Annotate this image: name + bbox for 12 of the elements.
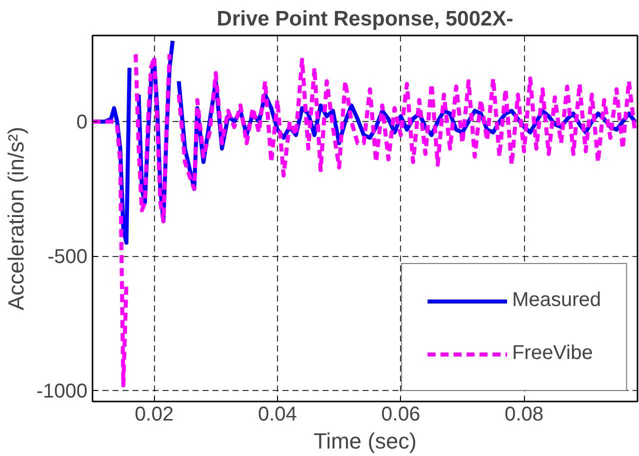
y-tick-label: -1000: [36, 380, 88, 403]
x-axis-title: Time (sec): [313, 428, 417, 454]
x-tick-label: 0.06: [381, 404, 420, 426]
x-tick-label: 0.02: [134, 404, 174, 426]
x-tick-label: 0.08: [504, 404, 544, 426]
x-tick-label: 0.04: [258, 404, 297, 426]
y-tick-label: 0: [76, 112, 88, 134]
chart-title: Drive Point Response, 5002X-: [216, 8, 514, 30]
y-tick-label: -500: [47, 246, 88, 268]
y-axis-title: Acceleration (in/s²): [3, 126, 28, 310]
legend-label: Measured: [512, 289, 601, 312]
legend-label: FreeVibe: [512, 342, 593, 365]
